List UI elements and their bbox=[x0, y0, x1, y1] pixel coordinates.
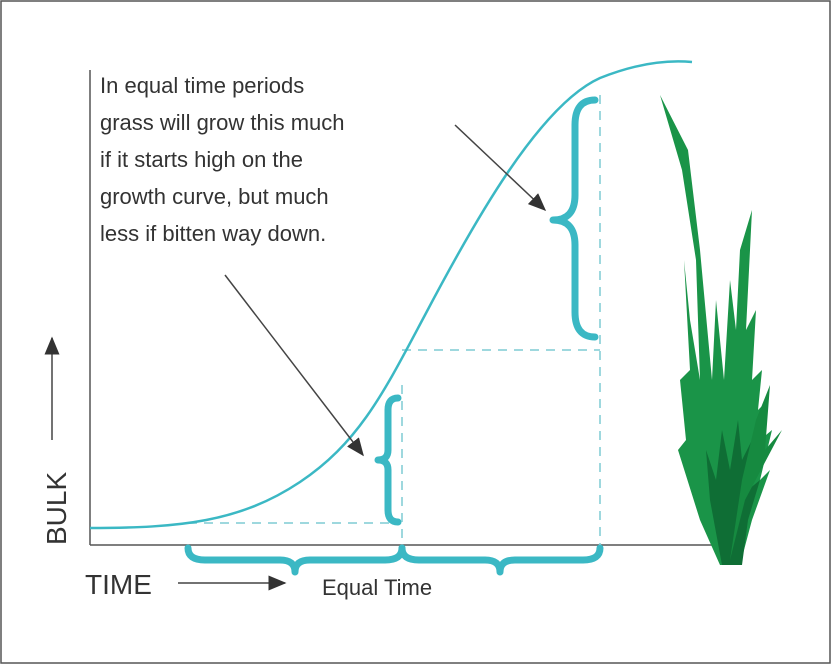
annotation-line: growth curve, but much bbox=[100, 184, 329, 209]
annotation-line: if it starts high on the bbox=[100, 147, 303, 172]
pointer-arrow bbox=[454, 124, 547, 212]
growth-curve bbox=[89, 60, 693, 530]
bracket-label: Equal Time bbox=[322, 575, 432, 600]
annotation-line: less if bitten way down. bbox=[100, 221, 326, 246]
pointer-arrow bbox=[224, 274, 364, 457]
y-axis-label: BULK bbox=[41, 472, 72, 545]
braces bbox=[184, 96, 604, 576]
guides bbox=[188, 95, 601, 545]
grass-illustration bbox=[660, 95, 782, 565]
annotation: In equal time periods grass will grow th… bbox=[100, 73, 345, 246]
annotation-line: grass will grow this much bbox=[100, 110, 345, 135]
annotation-line: In equal time periods bbox=[100, 73, 304, 98]
x-axis-label: TIME bbox=[85, 569, 152, 600]
